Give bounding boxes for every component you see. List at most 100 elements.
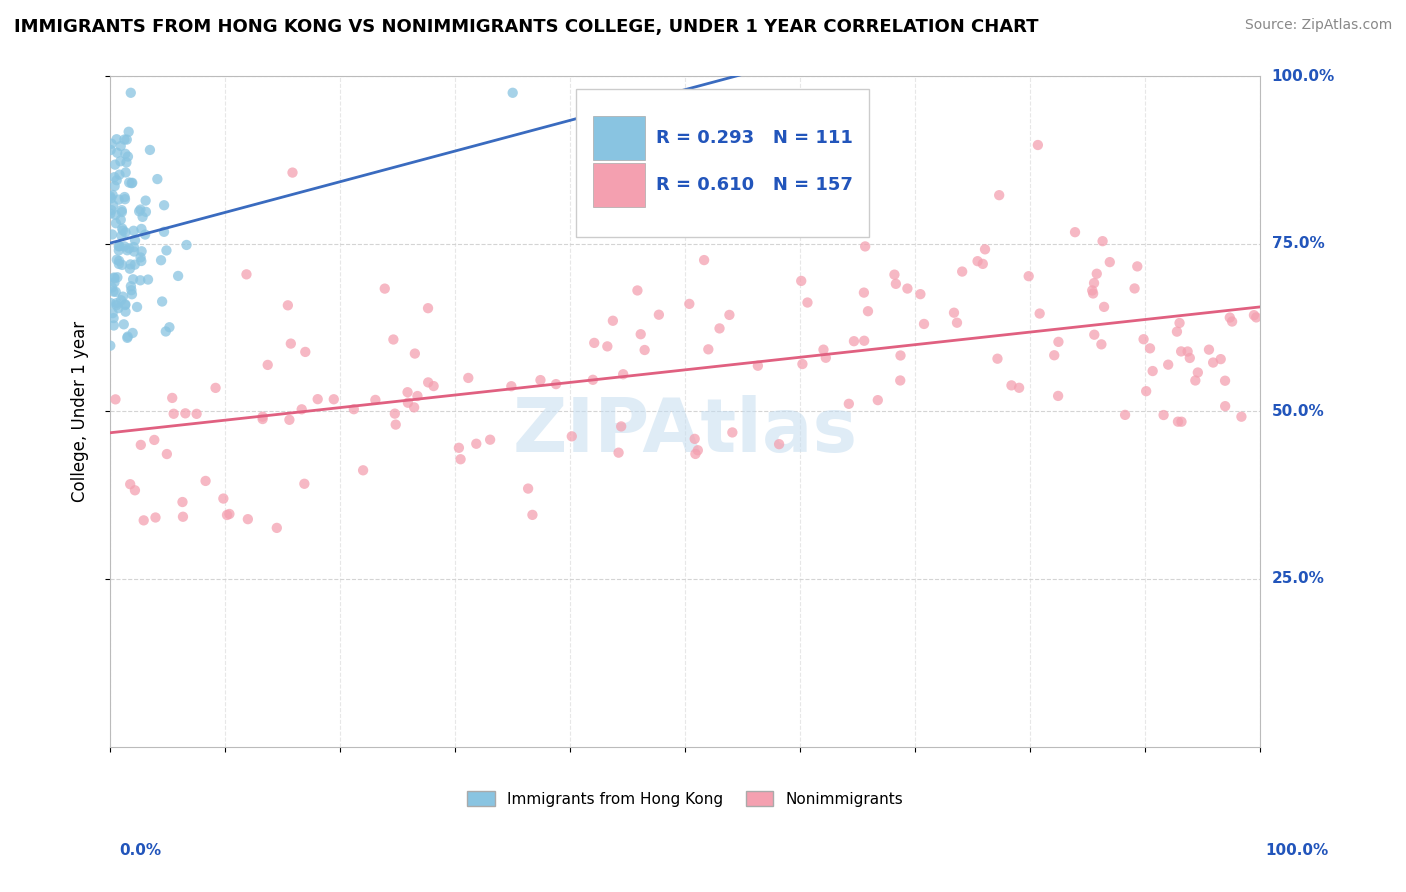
Point	[721, 425, 744, 440]
Point	[352, 463, 374, 477]
Point	[120, 279, 142, 293]
Point	[103, 275, 125, 289]
Point	[1142, 364, 1164, 378]
Point	[111, 258, 134, 272]
Point	[457, 371, 479, 385]
Point	[723, 159, 745, 173]
Point	[103, 170, 125, 185]
Point	[294, 345, 316, 359]
Point	[150, 253, 173, 268]
Point	[1026, 138, 1049, 153]
Point	[118, 176, 141, 190]
Point	[883, 268, 905, 282]
Point	[156, 447, 179, 461]
Point	[117, 150, 139, 164]
Point	[129, 251, 152, 265]
Point	[1177, 344, 1199, 359]
Legend: Immigrants from Hong Kong, Nonimmigrants: Immigrants from Hong Kong, Nonimmigrants	[461, 785, 910, 813]
Point	[118, 125, 141, 139]
Point	[1028, 306, 1050, 320]
Point	[1178, 351, 1201, 365]
Point	[132, 513, 155, 527]
Point	[101, 280, 124, 294]
Point	[121, 176, 143, 190]
Point	[107, 301, 129, 315]
Point	[866, 393, 889, 408]
Point	[404, 346, 426, 360]
Point	[697, 343, 720, 357]
Point	[110, 139, 132, 153]
Point	[114, 297, 136, 311]
Point	[1098, 255, 1121, 269]
Point	[100, 136, 122, 151]
Point	[277, 298, 299, 312]
Point	[374, 282, 396, 296]
Point	[1166, 325, 1188, 339]
Point	[986, 351, 1008, 366]
Point	[252, 409, 274, 424]
Point	[1167, 415, 1189, 429]
Point	[1091, 234, 1114, 248]
Point	[111, 221, 134, 235]
Point	[98, 189, 121, 203]
Point	[252, 412, 274, 426]
Point	[943, 306, 966, 320]
Point	[129, 202, 152, 217]
Point	[529, 373, 551, 387]
Point	[121, 287, 143, 301]
Point	[1170, 344, 1192, 359]
Point	[105, 173, 128, 187]
Point	[950, 264, 973, 278]
Point	[1000, 378, 1022, 392]
Point	[610, 419, 633, 434]
Text: IMMIGRANTS FROM HONG KONG VS NONIMMIGRANTS COLLEGE, UNDER 1 YEAR CORRELATION CHA: IMMIGRANTS FROM HONG KONG VS NONIMMIGRAN…	[14, 18, 1039, 36]
Point	[103, 198, 125, 212]
Point	[118, 241, 141, 255]
Point	[105, 270, 128, 285]
Point	[103, 311, 125, 326]
Point	[129, 438, 152, 452]
Point	[117, 329, 139, 343]
Point	[889, 374, 911, 388]
Point	[120, 86, 142, 100]
Point	[561, 429, 583, 443]
Point	[384, 417, 406, 432]
Point	[105, 132, 128, 146]
Point	[114, 226, 136, 240]
Point	[111, 290, 134, 304]
Point	[811, 198, 834, 212]
Point	[842, 334, 865, 349]
Point	[120, 477, 142, 491]
Point	[100, 143, 122, 157]
Point	[131, 254, 153, 268]
Point	[215, 508, 238, 522]
Point	[838, 397, 860, 411]
Point	[814, 351, 837, 365]
Point	[135, 204, 157, 219]
Point	[121, 176, 143, 190]
Point	[1168, 316, 1191, 330]
Point	[418, 376, 440, 390]
Point	[111, 203, 134, 218]
Point	[111, 224, 134, 238]
Point	[122, 244, 145, 259]
Point	[912, 317, 935, 331]
Point	[108, 257, 131, 271]
Point	[122, 240, 145, 254]
Point	[114, 192, 136, 206]
Point	[266, 521, 288, 535]
Point	[1064, 225, 1087, 239]
Point	[502, 86, 524, 100]
Point	[155, 244, 177, 258]
Point	[128, 204, 150, 219]
Point	[278, 413, 301, 427]
Point	[852, 285, 875, 300]
Point	[396, 395, 419, 409]
Text: Source: ZipAtlas.com: Source: ZipAtlas.com	[1244, 18, 1392, 32]
Point	[153, 225, 176, 239]
Point	[607, 445, 630, 459]
Point	[1123, 281, 1146, 295]
Point	[122, 272, 145, 286]
Point	[1220, 314, 1243, 328]
Point	[139, 143, 162, 157]
